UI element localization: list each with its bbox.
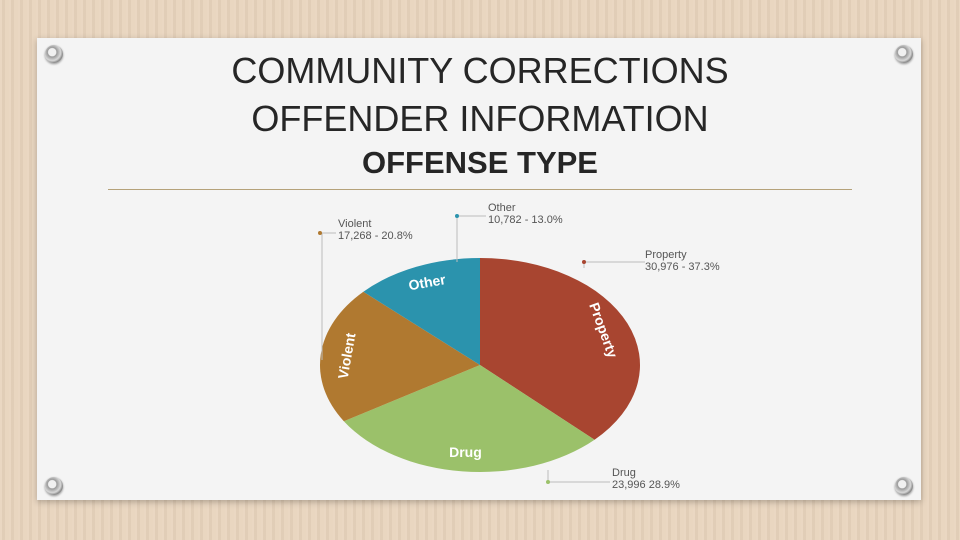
leader-dot xyxy=(318,231,322,235)
slide-subtitle: OFFENSE TYPE xyxy=(362,145,598,180)
pie-slice-property xyxy=(480,258,641,440)
slice-name-label: Violent xyxy=(335,331,359,380)
slice-name-label: Other xyxy=(407,271,447,293)
leader-line xyxy=(583,261,645,268)
screw-top-right-icon xyxy=(895,45,913,63)
callout-value: 23,996 28.9% xyxy=(612,479,680,491)
pie-slice-violent xyxy=(320,291,480,422)
leader-line xyxy=(547,470,610,483)
screw-top-left-icon xyxy=(45,45,63,63)
leader-dot xyxy=(455,214,459,218)
callout-name: Drug xyxy=(612,467,636,479)
pie-slice-drug xyxy=(343,365,595,473)
title-divider xyxy=(108,189,852,190)
screw-bottom-right-icon xyxy=(895,477,913,495)
screw-bottom-left-icon xyxy=(45,477,63,495)
callout-name: Property xyxy=(645,249,687,261)
callout-name: Violent xyxy=(338,218,371,230)
leader-dot xyxy=(582,260,586,264)
slide-title-line-1: COMMUNITY CORRECTIONS xyxy=(231,50,729,91)
callout-value: 10,782 - 13.0% xyxy=(488,214,563,226)
leader-dot xyxy=(546,480,550,484)
callout-value: 30,976 - 37.3% xyxy=(645,261,720,273)
callout-value: 17,268 - 20.8% xyxy=(338,230,413,242)
pie-slice-other xyxy=(363,258,480,365)
slide-title-line-2: OFFENDER INFORMATION xyxy=(251,98,709,139)
slice-name-label: Drug xyxy=(449,444,482,460)
callout-name: Other xyxy=(488,202,516,214)
leader-line xyxy=(456,215,486,262)
